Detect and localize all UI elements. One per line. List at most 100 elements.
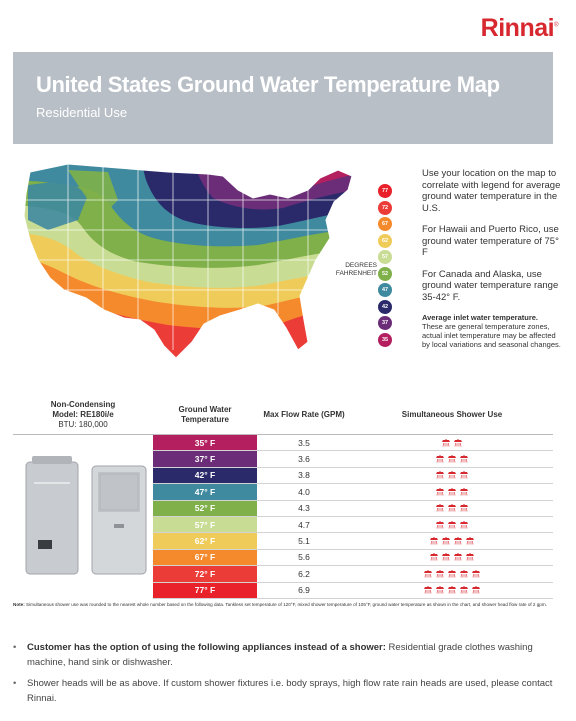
shower-cell — [351, 434, 553, 452]
legend-item-77: 77 — [378, 184, 392, 198]
legend-item-42: 42 — [378, 299, 392, 314]
shower-head-icon — [448, 586, 456, 594]
temp-cell: 37° F — [153, 450, 257, 468]
table-row: 37° F 3.6 — [13, 450, 553, 468]
shower-head-icon — [430, 537, 438, 545]
shower-head-icon — [466, 553, 474, 561]
temp-cell: 77° F — [153, 582, 257, 599]
shower-head-icon — [448, 455, 456, 463]
legend-item-67: 67 — [378, 217, 392, 231]
info-panel: Use your location on the map to correlat… — [422, 168, 562, 349]
info-location: Use your location on the map to correlat… — [422, 168, 561, 214]
us-temperature-map — [23, 163, 353, 359]
temp-cell: 57° F — [153, 516, 257, 534]
info-hawaii: For Hawaii and Puerto Rico, use ground w… — [422, 224, 559, 258]
shower-head-icon — [454, 537, 462, 545]
legend-item-57: 57 — [378, 250, 392, 264]
legend-title: DEGREES FAHRENHEIT — [335, 262, 377, 277]
shower-head-icon — [454, 553, 462, 561]
page-title: United States Ground Water Temperature M… — [36, 72, 500, 97]
table-row: 52° F 4.3 — [13, 500, 553, 517]
flow-column-header: Max Flow Rate (GPM) — [257, 396, 351, 435]
flow-cell: 3.5 — [257, 434, 351, 452]
info-note-title: Average inlet water temperature. — [422, 313, 539, 322]
shower-head-icon — [460, 487, 468, 496]
legend-item-62: 62 — [378, 233, 392, 248]
legend-item-35: 35 — [378, 332, 392, 347]
shower-head-icon — [454, 438, 462, 447]
info-canada: For Canada and Alaska, use ground water … — [422, 268, 559, 303]
shower-head-icon — [442, 553, 450, 561]
shower-head-icon — [460, 455, 468, 463]
shower-head-icon — [436, 471, 444, 480]
title-banner: United States Ground Water Temperature M… — [13, 52, 553, 144]
table-row: 77° F 6.9 — [13, 582, 553, 599]
shower-cell — [351, 532, 553, 550]
shower-cell — [351, 467, 553, 485]
footnote: Note: Simultaneous shower use was rounde… — [13, 602, 547, 607]
table-row: 62° F 5.1 — [13, 532, 553, 550]
shower-head-icon — [424, 586, 432, 594]
shower-head-icon — [448, 471, 456, 480]
shower-head-icon — [472, 569, 480, 578]
shower-head-icon — [442, 537, 450, 545]
shower-head-icon — [460, 586, 468, 594]
shower-head-icon — [460, 569, 468, 578]
flow-cell: 5.6 — [257, 549, 351, 567]
flow-cell: 4.3 — [257, 500, 351, 517]
shower-head-icon — [460, 504, 468, 512]
shower-cell — [351, 516, 553, 534]
flow-rate-table: Non-Condensing Model: RE180i/e BTU: 180,… — [13, 396, 553, 599]
shower-head-icon — [424, 569, 432, 578]
shower-head-icon — [430, 553, 438, 561]
bullet-appliances: Customer has the option of using the fol… — [13, 640, 558, 670]
model-header: Non-Condensing Model: RE180i/e BTU: 180,… — [13, 396, 153, 435]
shower-head-icon — [448, 487, 456, 496]
image-cell — [13, 435, 153, 451]
shower-cell — [351, 450, 553, 468]
table-row: 47° F 4.0 — [13, 483, 553, 501]
table-row: 42° F 3.8 — [13, 467, 553, 485]
rinnai-logo: Rinnai® — [480, 14, 559, 42]
bullet-list: Customer has the option of using the fol… — [13, 640, 558, 712]
shower-head-icon — [472, 586, 480, 594]
temp-cell: 67° F — [153, 549, 257, 567]
flow-cell: 6.2 — [257, 565, 351, 583]
image-cell — [13, 582, 153, 598]
shower-column-header: Simultaneous Shower Use — [351, 396, 553, 435]
table-row: 57° F 4.7 — [13, 516, 553, 534]
shower-head-icon — [436, 487, 444, 496]
shower-head-icon — [448, 520, 456, 529]
legend-item-37: 37 — [378, 316, 392, 330]
shower-head-icon — [436, 586, 444, 594]
legend-item-72: 72 — [378, 200, 392, 215]
legend-item-47: 47 — [378, 283, 392, 297]
shower-head-icon — [466, 537, 474, 545]
temp-column-header: Ground Water Temperature — [153, 396, 257, 435]
table-row: 35° F 3.5 — [13, 434, 553, 452]
flow-cell: 3.6 — [257, 450, 351, 468]
flow-cell: 4.7 — [257, 516, 351, 534]
shower-cell — [351, 500, 553, 517]
flow-cell: 6.9 — [257, 582, 351, 599]
shower-head-icon — [460, 520, 468, 529]
water-heater-image — [25, 456, 147, 575]
bullet-shower-heads: Shower heads will be as above. If custom… — [13, 676, 558, 706]
flow-cell: 3.8 — [257, 467, 351, 485]
shower-cell — [351, 565, 553, 583]
temp-cell: 42° F — [153, 467, 257, 485]
shower-head-icon — [460, 471, 468, 480]
temp-cell: 52° F — [153, 500, 257, 517]
shower-head-icon — [436, 455, 444, 463]
temp-cell: 47° F — [153, 483, 257, 501]
shower-head-icon — [448, 504, 456, 512]
page-subtitle: Residential Use — [36, 105, 128, 120]
info-note-body: These are general temperature zones, act… — [422, 322, 561, 349]
shower-head-icon — [442, 438, 450, 447]
shower-head-icon — [436, 520, 444, 529]
flow-cell: 5.1 — [257, 532, 351, 550]
shower-head-icon — [436, 569, 444, 578]
shower-head-icon — [448, 569, 456, 578]
shower-cell — [351, 549, 553, 567]
shower-head-icon — [436, 504, 444, 512]
